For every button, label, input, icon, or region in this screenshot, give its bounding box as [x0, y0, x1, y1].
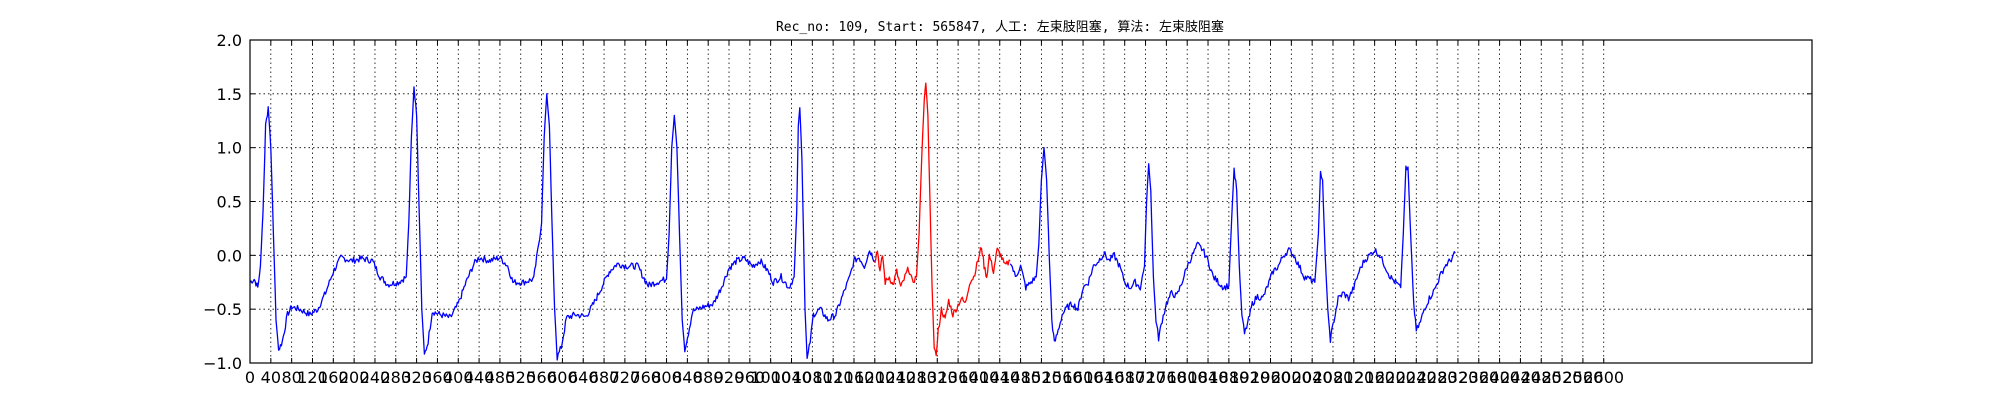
x-tick-label: 2520	[1542, 368, 1583, 387]
x-tick-label: 2040	[1292, 368, 1333, 387]
x-tick-label: 1240	[875, 368, 916, 387]
x-tick-label: 40	[261, 368, 281, 387]
x-tick-label: 400	[443, 368, 474, 387]
x-tick-label: 280	[381, 368, 412, 387]
x-tick-label: 2320	[1438, 368, 1479, 387]
x-tick-label: 320	[401, 368, 432, 387]
x-tick-label: 840	[672, 368, 703, 387]
x-tick-label: 1040	[771, 368, 812, 387]
x-tick-label: 1280	[896, 368, 937, 387]
x-tick-label: 2000	[1271, 368, 1312, 387]
x-tick-label: 120	[297, 368, 328, 387]
y-tick-label: 1.0	[217, 139, 242, 158]
x-tick-label: 2480	[1521, 368, 1562, 387]
x-tick-label: 1920	[1229, 368, 1270, 387]
x-tick-label: 720	[610, 368, 641, 387]
x-tick-label: 2360	[1458, 368, 1499, 387]
y-tick-label: 1.5	[217, 85, 242, 104]
x-tick-label: 480	[485, 368, 516, 387]
x-tick-label: 640	[568, 368, 599, 387]
x-tick-label: 1440	[979, 368, 1020, 387]
x-tick-label: 2600	[1583, 368, 1624, 387]
x-tick-label: 880	[693, 368, 724, 387]
x-tick-label: 800	[651, 368, 682, 387]
x-tick-label: 1640	[1084, 368, 1125, 387]
x-tick-label: 1720	[1125, 368, 1166, 387]
ecg-series-line	[874, 82, 1011, 357]
x-tick-label: 680	[589, 368, 620, 387]
y-tick-label: −0.5	[203, 300, 242, 319]
x-tick-label: 1160	[834, 368, 875, 387]
x-tick-label: 1520	[1021, 368, 1062, 387]
series-layer	[249, 82, 1456, 361]
x-tick-label: 2400	[1479, 368, 1520, 387]
x-tick-label: 2560	[1563, 368, 1604, 387]
x-tick-label: 1080	[792, 368, 833, 387]
x-tick-label: 1480	[1000, 368, 1041, 387]
ecg-series-line	[1009, 147, 1456, 344]
x-tick-label: 1560	[1042, 368, 1083, 387]
x-tick-label: 2440	[1500, 368, 1541, 387]
x-tick-label: 1320	[917, 368, 958, 387]
grid-layer	[249, 39, 1812, 364]
x-tick-label: 760	[630, 368, 661, 387]
x-tick-label: 1000	[750, 368, 791, 387]
x-tick-label: 520	[505, 368, 536, 387]
x-tick-label: 1680	[1104, 368, 1145, 387]
x-tick-label: 960	[735, 368, 766, 387]
x-axis: 0 40 8012016020024028032036040044048052056…	[245, 40, 1624, 387]
y-tick-label: 0.0	[217, 246, 242, 265]
y-tick-label: 0.5	[217, 193, 242, 212]
x-tick-label: 1880	[1208, 368, 1249, 387]
x-tick-label: 1400	[959, 368, 1000, 387]
x-tick-label: 2120	[1333, 368, 1374, 387]
x-tick-label: 2160	[1354, 368, 1395, 387]
x-tick-label: 1200	[854, 368, 895, 387]
x-tick-label: 240	[360, 368, 391, 387]
x-tick-label: 1840	[1188, 368, 1229, 387]
ecg-series-line	[249, 86, 876, 361]
y-tick-label: −1.0	[203, 354, 242, 373]
x-tick-label: 80	[281, 368, 301, 387]
x-tick-label: 2240	[1396, 368, 1437, 387]
x-tick-label: 1360	[938, 368, 979, 387]
x-tick-label: 160	[318, 368, 349, 387]
x-tick-label: 2080	[1313, 368, 1354, 387]
x-tick-label: 1760	[1146, 368, 1187, 387]
x-tick-label: 440	[464, 368, 495, 387]
x-tick-label: 360	[422, 368, 453, 387]
y-tick-label: 2.0	[217, 31, 242, 50]
x-tick-label: 2280	[1417, 368, 1458, 387]
x-tick-label: 1960	[1250, 368, 1291, 387]
y-axis: −1.0 −0.5 0.0 0.5 1.0 1.5 2.0	[203, 31, 1812, 373]
x-tick-label: 600	[547, 368, 578, 387]
x-tick-label: 0	[245, 368, 255, 387]
x-tick-label: 560	[526, 368, 557, 387]
chart-title: Rec_no: 109, Start: 565847, 人工: 左束肢阻塞, 算…	[776, 19, 1224, 35]
x-tick-label: 2200	[1375, 368, 1416, 387]
x-tick-label: 1120	[813, 368, 854, 387]
x-tick-label: 200	[339, 368, 370, 387]
x-tick-label: 1600	[1063, 368, 1104, 387]
x-tick-label: 1800	[1167, 368, 1208, 387]
x-tick-label: 920	[714, 368, 745, 387]
